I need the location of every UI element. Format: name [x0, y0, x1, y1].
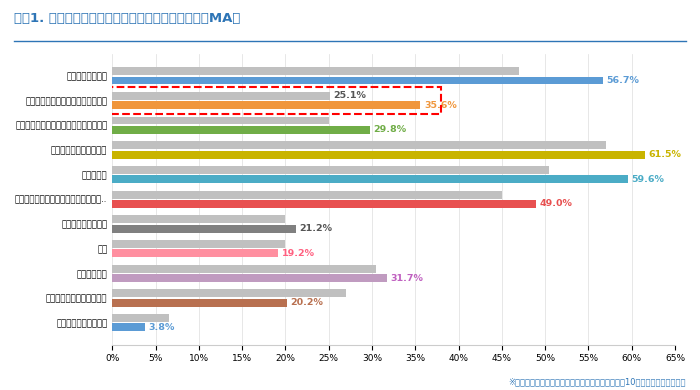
Text: 59.6%: 59.6%	[631, 175, 664, 184]
Text: 61.5%: 61.5%	[648, 150, 681, 159]
Text: ※カラーグラフ：美容の調査結果、グレーグラフ：10テーマ平均の調査結果: ※カラーグラフ：美容の調査結果、グレーグラフ：10テーマ平均の調査結果	[508, 377, 686, 386]
Text: 3.8%: 3.8%	[148, 323, 175, 332]
Text: 35.6%: 35.6%	[424, 101, 456, 110]
Bar	[112, 126, 370, 134]
Bar	[112, 250, 279, 257]
Bar	[112, 151, 645, 159]
Bar	[112, 274, 386, 282]
Bar	[112, 225, 296, 232]
Bar	[112, 176, 628, 183]
Text: 25.1%: 25.1%	[333, 91, 366, 100]
Text: 31.7%: 31.7%	[390, 273, 423, 282]
Bar	[112, 240, 286, 248]
Bar	[112, 191, 502, 199]
Bar	[112, 323, 145, 332]
Text: 29.8%: 29.8%	[374, 126, 407, 135]
Bar	[112, 141, 606, 149]
Bar	[112, 215, 286, 223]
Text: 56.7%: 56.7%	[606, 76, 639, 85]
Bar	[112, 314, 169, 322]
Text: 49.0%: 49.0%	[540, 199, 573, 209]
Bar	[112, 117, 329, 124]
Bar	[112, 289, 346, 297]
Bar	[112, 101, 421, 109]
Bar	[112, 67, 519, 75]
Bar	[112, 265, 377, 273]
Bar	[112, 166, 550, 174]
Bar	[112, 92, 330, 100]
Bar	[112, 299, 287, 307]
Text: 20.2%: 20.2%	[290, 298, 323, 307]
Bar	[112, 76, 603, 85]
Bar	[112, 200, 536, 208]
Text: 19.2%: 19.2%	[282, 249, 315, 258]
Text: 21.2%: 21.2%	[299, 224, 332, 233]
Text: 設問1. 美容について興味関心が高い記事はどれ？（MA）: 設問1. 美容について興味関心が高い記事はどれ？（MA）	[14, 12, 240, 25]
